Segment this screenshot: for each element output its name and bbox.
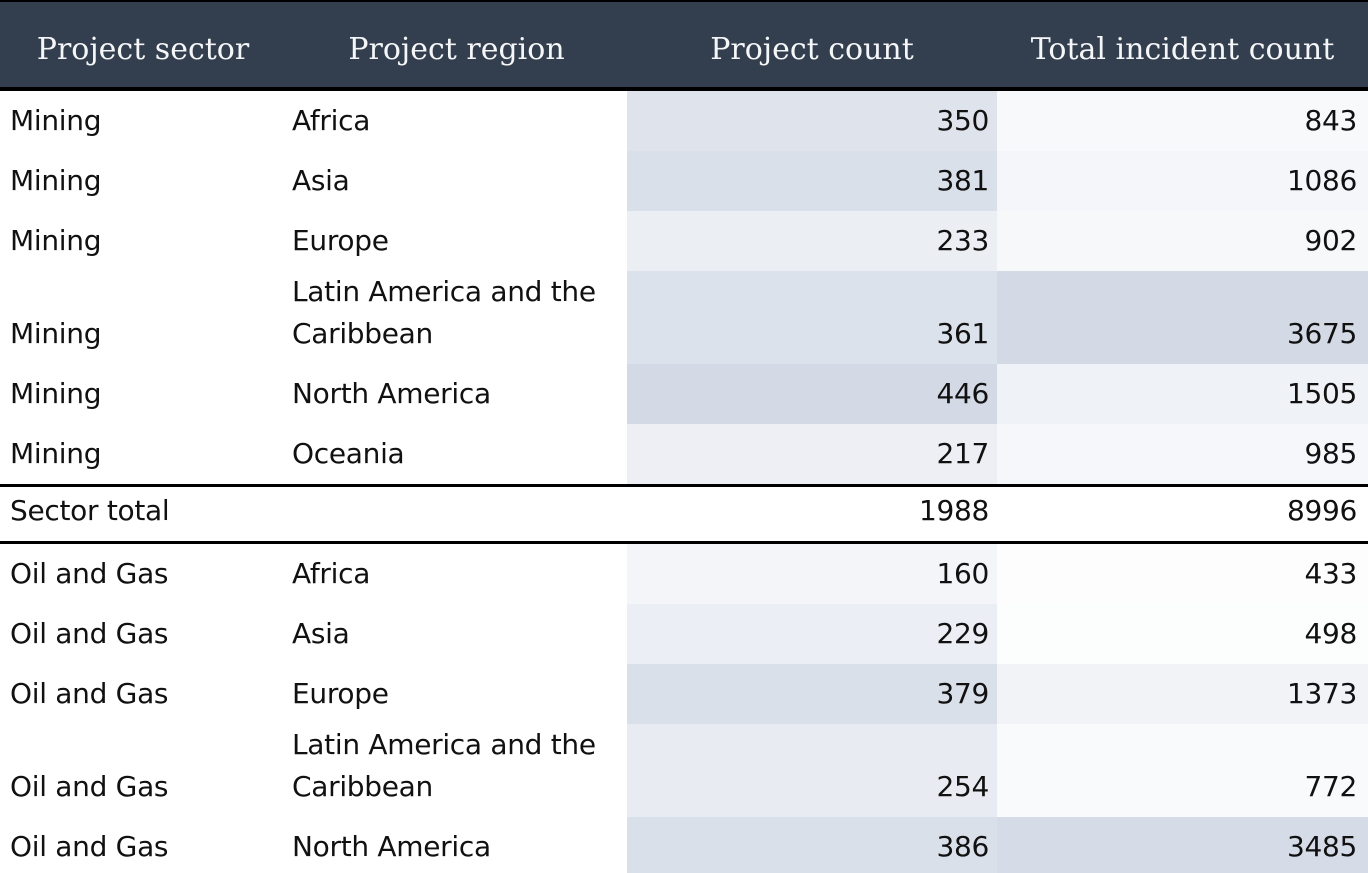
table-row-section0-5: Mining Oceania 217 985: [0, 424, 1368, 486]
table-row-section0-3: Mining Latin America and the Caribbean 361…: [0, 271, 1368, 364]
cell-project-count: 361: [627, 271, 997, 364]
cell-project-count: 379: [627, 664, 997, 724]
cell-project-count: 233: [627, 211, 997, 271]
cell-project-count: 160: [627, 542, 997, 604]
cell-project-count: 254: [627, 724, 997, 817]
cell-project-region: Africa: [292, 557, 371, 590]
column-header-project-sector: Project sector: [0, 1, 286, 91]
table-body: Mining Africa 350 843 Mining Asia 381 1086 Minin…: [0, 89, 1368, 873]
cell-project-sector: Oil and Gas: [10, 770, 169, 803]
cell-project-sector: Oil and Gas: [10, 617, 169, 650]
table-row-section1-3: Oil and Gas Latin America and the Caribbe…: [0, 724, 1368, 817]
cell-project-sector: Mining: [10, 224, 102, 257]
sector-total-project-count: 1988: [627, 484, 997, 544]
sector-total-region-empty: [286, 484, 627, 544]
table-header: Project sector Project region Project co…: [0, 1, 1368, 91]
sector-total-row-0: Sector total 1988 8996: [0, 484, 1368, 544]
cell-total-incident-count: 433: [997, 542, 1368, 604]
cell-project-sector: Oil and Gas: [10, 830, 169, 863]
cell-project-region: Europe: [292, 677, 389, 710]
cell-total-incident-count: 498: [997, 604, 1368, 664]
table-row-section1-2: Oil and Gas Europe 379 1373: [0, 664, 1368, 724]
header-row: Project sector Project region Project co…: [0, 1, 1368, 91]
cell-total-incident-count: 3485: [997, 817, 1368, 873]
table-row-section0-4: Mining North America 446 1505: [0, 364, 1368, 424]
cell-total-incident-count: 1373: [997, 664, 1368, 724]
cell-project-region: Europe: [292, 224, 389, 257]
cell-total-incident-count: 3675: [997, 271, 1368, 364]
cell-project-region: Asia: [292, 617, 350, 650]
cell-project-sector: Mining: [10, 437, 102, 470]
cell-project-count: 217: [627, 424, 997, 486]
cell-total-incident-count: 772: [997, 724, 1368, 817]
cell-total-incident-count: 985: [997, 424, 1368, 486]
cell-total-incident-count: 843: [997, 89, 1368, 151]
table-row-section0-1: Mining Asia 381 1086: [0, 151, 1368, 211]
cell-project-region: Latin America and the Caribbean: [292, 275, 596, 350]
cell-project-sector: Oil and Gas: [10, 557, 169, 590]
cell-project-region: Oceania: [292, 437, 405, 470]
cell-project-region: Latin America and the Caribbean: [292, 728, 596, 803]
cell-project-count: 229: [627, 604, 997, 664]
cell-total-incident-count: 902: [997, 211, 1368, 271]
table-row-section1-4: Oil and Gas North America 386 3485: [0, 817, 1368, 873]
cell-project-sector: Mining: [10, 164, 102, 197]
table-row-section0-2: Mining Europe 233 902: [0, 211, 1368, 271]
cell-project-region: Asia: [292, 164, 350, 197]
cell-project-count: 446: [627, 364, 997, 424]
cell-project-region: Africa: [292, 104, 371, 137]
table-row-section0-0: Mining Africa 350 843: [0, 89, 1368, 151]
cell-total-incident-count: 1086: [997, 151, 1368, 211]
cell-project-sector: Mining: [10, 104, 102, 137]
table-row-section1-1: Oil and Gas Asia 229 498: [0, 604, 1368, 664]
column-header-project-region: Project region: [286, 1, 627, 91]
cell-total-incident-count: 1505: [997, 364, 1368, 424]
cell-project-region: North America: [292, 830, 491, 863]
cell-project-sector: Oil and Gas: [10, 677, 169, 710]
column-header-total-incident-count: Total incident count: [997, 1, 1368, 91]
cell-project-sector: Mining: [10, 377, 102, 410]
sector-total-label: Sector total: [0, 484, 286, 544]
cell-project-count: 350: [627, 89, 997, 151]
sector-total-incident-count: 8996: [997, 484, 1368, 544]
table-row-section1-0: Oil and Gas Africa 160 433: [0, 542, 1368, 604]
column-header-project-count: Project count: [627, 1, 997, 91]
cell-project-count: 381: [627, 151, 997, 211]
cell-project-sector: Mining: [10, 317, 102, 350]
cell-project-count: 386: [627, 817, 997, 873]
cell-project-region: North America: [292, 377, 491, 410]
